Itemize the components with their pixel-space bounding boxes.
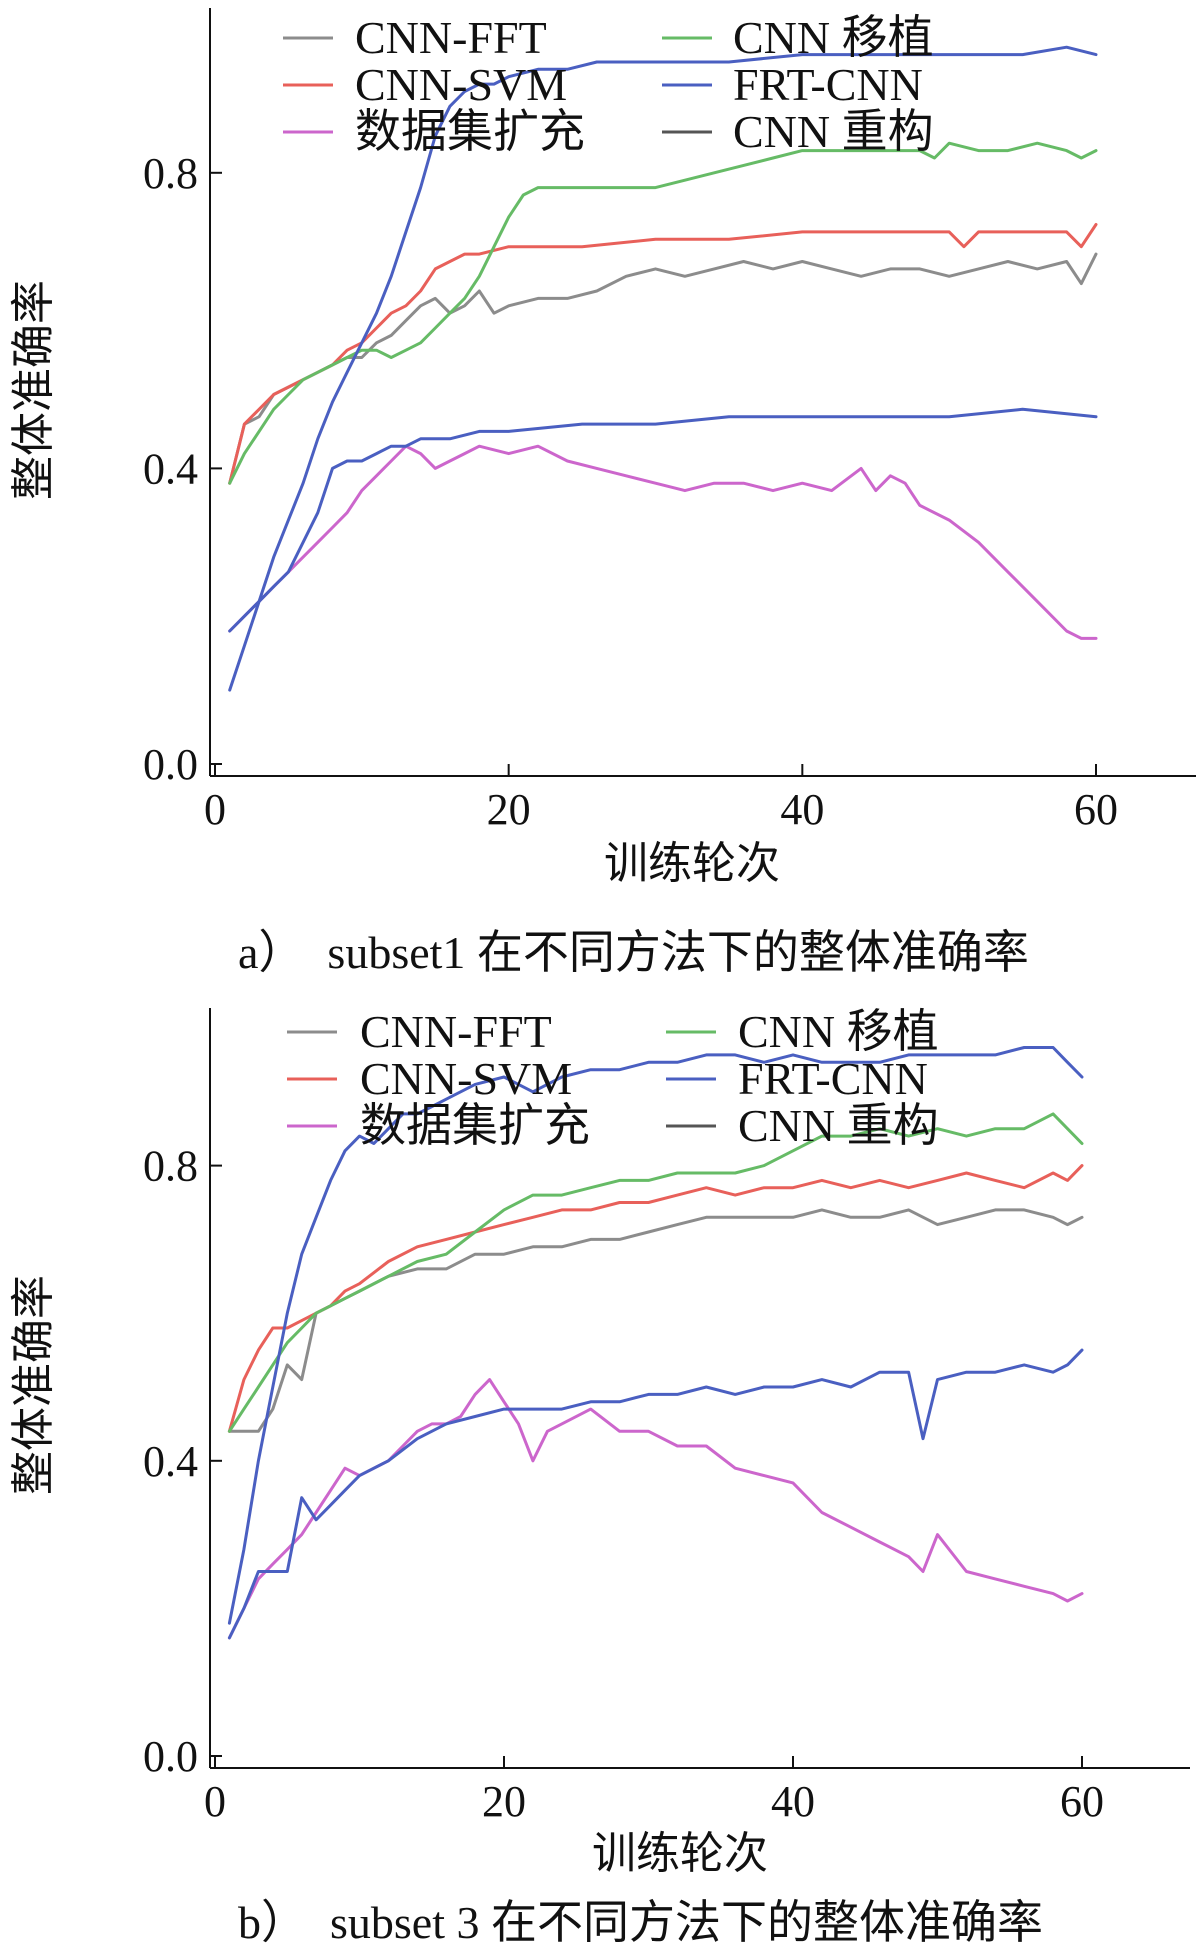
x-axis-title: 训练轮次: [604, 838, 780, 889]
x-tick-label: 60: [1074, 785, 1118, 834]
y-tick-label: 0.0: [143, 1732, 198, 1781]
legend-entry: CNN-SVM: [360, 1053, 572, 1104]
x-tick-label: 40: [771, 1777, 815, 1826]
series-line: [228, 45, 1098, 692]
x-ticks: 0 20 40 60: [204, 764, 1118, 834]
series-line: [228, 252, 1098, 485]
x-ticks: 0 20 40 60: [204, 1756, 1104, 1826]
series-line: [228, 223, 1098, 485]
y-tick-label: 0.8: [143, 149, 198, 198]
y-tick-label: 0.0: [143, 740, 198, 789]
chart-panel-b: 0.00.40.8 0 20 40 60 CNN-FFTCNN-SVM数据集扩充CNN…: [8, 1006, 1190, 1948]
y-tick-label: 0.4: [143, 444, 198, 493]
y-axis-title: 整体准确率: [8, 1275, 59, 1495]
series-line: [228, 141, 1098, 485]
legend-entry: CNN 重构: [733, 106, 934, 157]
legend-entry: CNN-FFT: [360, 1006, 552, 1057]
series-lines: [227, 1046, 1084, 1640]
caption-a: a） subset1 在不同方法下的整体准确率: [238, 927, 1029, 978]
y-ticks: 0.0 0.4 0.8: [143, 1142, 222, 1781]
series-line: [227, 1164, 1084, 1433]
x-tick-label: 0: [204, 1777, 226, 1826]
legend-entry: CNN 重构: [738, 1100, 939, 1151]
x-tick-label: 20: [482, 1777, 526, 1826]
x-tick-label: 20: [487, 785, 531, 834]
series-line: [228, 407, 1098, 633]
y-axis-title: 整体准确率: [8, 280, 59, 500]
x-tick-label: 0: [204, 785, 226, 834]
x-tick-label: 40: [780, 785, 824, 834]
series-line: [227, 1112, 1084, 1433]
y-ticks: 0.0 0.4 0.8: [143, 149, 222, 789]
series-line: [227, 1378, 1084, 1640]
x-axis-title: 训练轮次: [592, 1828, 768, 1879]
legend-entry: 数据集扩充: [360, 1100, 590, 1151]
legend-entry: 数据集扩充: [355, 106, 585, 157]
legend-entry: CNN 移植: [733, 12, 934, 63]
legend-entry: CNN-FFT: [355, 12, 547, 63]
series-line: [227, 1046, 1084, 1625]
series-lines: [228, 45, 1098, 692]
legend-entry: CNN-SVM: [355, 59, 567, 110]
legend-entry: FRT-CNN: [738, 1053, 928, 1104]
caption-b: b） subset 3 在不同方法下的整体准确率: [238, 1897, 1043, 1948]
x-tick-label: 60: [1060, 1777, 1104, 1826]
series-line: [227, 1348, 1084, 1640]
y-tick-label: 0.4: [143, 1437, 198, 1486]
chart-panel-a: 0.00.40.8 0 20 40 60 CNN-FFTCNN-SVM数据集扩充CNN…: [8, 8, 1196, 978]
legend-entry: FRT-CNN: [733, 59, 923, 110]
series-line: [227, 1208, 1084, 1433]
series-line: [228, 444, 1098, 640]
y-tick-label: 0.8: [143, 1142, 198, 1191]
legend-entry: CNN 移植: [738, 1006, 939, 1057]
